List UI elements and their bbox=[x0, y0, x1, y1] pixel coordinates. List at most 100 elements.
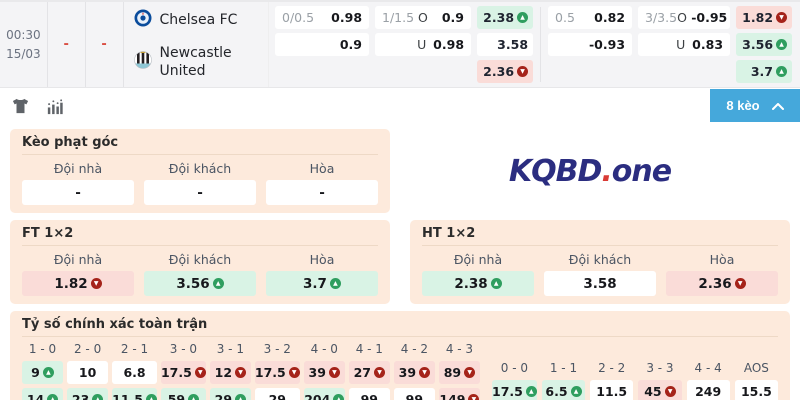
home-team[interactable]: Chelsea FC bbox=[134, 9, 264, 31]
score-column: 4 - 0 39 204 bbox=[303, 342, 345, 400]
keo-count-button[interactable]: 8 kèo bbox=[710, 89, 800, 122]
score-column: 3 - 2 17.5 29 bbox=[254, 342, 300, 400]
trend-arrow-icon bbox=[333, 394, 345, 400]
odds-value: 0.98 bbox=[331, 10, 363, 25]
odds-cell-x12b-2[interactable]: 3.56 bbox=[736, 33, 793, 56]
score-odds-cell[interactable]: 39 bbox=[393, 361, 435, 384]
odds-value: 2.38 bbox=[454, 275, 488, 292]
odds-cell-x12a-2[interactable]: 3.58 bbox=[477, 33, 534, 56]
over-under-column-1: 1/1.5 O 0.9 U 0.98 bbox=[375, 6, 472, 83]
score-odds-cell[interactable]: 11.5 bbox=[590, 380, 634, 400]
header-home: Đội nhà bbox=[453, 252, 503, 267]
stats-chart-icon[interactable] bbox=[44, 96, 64, 116]
score-odds-cell[interactable]: 14 bbox=[22, 388, 64, 400]
score-odds-cell[interactable]: 99 bbox=[348, 388, 390, 400]
odds-cell-hdp2-over[interactable]: 0.5 0.82 bbox=[548, 6, 633, 29]
trend-arrow-icon bbox=[776, 66, 788, 77]
ft-away-odds[interactable]: 3.56 bbox=[144, 271, 256, 296]
score-odds-cell[interactable]: 12 bbox=[209, 361, 251, 384]
away-team[interactable]: Newcastle United bbox=[133, 44, 264, 80]
corner-draw-odds[interactable]: - bbox=[266, 180, 378, 205]
odds-value: - bbox=[319, 184, 325, 201]
corner-away-odds[interactable]: - bbox=[144, 180, 256, 205]
odds-value: 45 bbox=[644, 384, 662, 399]
odds-value: 99 bbox=[405, 392, 424, 400]
score-odds-cell[interactable]: 45 bbox=[638, 380, 682, 400]
score-odds-cell[interactable]: 149 bbox=[438, 388, 480, 400]
goal-line: 3/3.5 bbox=[645, 10, 678, 25]
corner-home-odds[interactable]: - bbox=[22, 180, 134, 205]
score-odds-cell[interactable]: 17.5 bbox=[492, 380, 537, 400]
score-label: 4 - 4 bbox=[694, 361, 722, 375]
odds-cell-x12b-1[interactable]: 1.82 bbox=[736, 6, 793, 29]
score-label: 4 - 3 bbox=[445, 342, 474, 356]
score-odds-cell[interactable]: 29 bbox=[209, 388, 251, 400]
x12-column-ft: 1.82 3.56 3.7 bbox=[736, 6, 793, 83]
score-odds-cell[interactable]: 9 bbox=[22, 361, 64, 384]
odds-cell-x12a-3[interactable]: 2.36 bbox=[477, 60, 534, 83]
odds-value: -0.95 bbox=[691, 10, 728, 25]
ht-draw-odds[interactable]: 2.36 bbox=[666, 271, 778, 296]
trend-arrow-icon bbox=[329, 278, 341, 289]
ht-away-odds[interactable]: 3.58 bbox=[544, 271, 656, 296]
trend-arrow-icon bbox=[47, 394, 59, 400]
trend-arrow-icon bbox=[525, 386, 537, 397]
trend-arrow-icon bbox=[374, 367, 386, 378]
content: Kèo phạt góc Đội nhà Đội khách Hòa - - - bbox=[0, 124, 800, 400]
odds-value: 0.9 bbox=[441, 10, 465, 25]
kqbd-logo: KQBD.one bbox=[509, 153, 672, 189]
score-odds-cell[interactable]: 15.5 bbox=[734, 380, 779, 400]
odds-value: 0.83 bbox=[692, 37, 724, 52]
newcastle-logo-icon bbox=[133, 51, 152, 73]
logo-dot: . bbox=[601, 153, 612, 189]
odds-cell-ou2-over[interactable]: 3/3.5 O -0.95 bbox=[638, 6, 731, 29]
odds-cell-hdp2-under[interactable]: -0.93 bbox=[548, 33, 633, 56]
score-odds-cell[interactable]: 59 bbox=[160, 388, 206, 400]
odds-cell-x12b-3[interactable]: 3.7 bbox=[736, 60, 793, 83]
score-odds-cell[interactable]: 10 bbox=[67, 361, 109, 384]
odds-cell-x12a-1[interactable]: 2.38 bbox=[477, 6, 534, 29]
score-odds-cell[interactable]: 249 bbox=[686, 380, 730, 400]
trend-arrow-icon bbox=[734, 278, 746, 289]
odds-value: 149 bbox=[439, 392, 466, 400]
score-odds-cell[interactable]: 6.8 bbox=[112, 361, 157, 384]
odds-value: 3.58 bbox=[497, 37, 529, 52]
odds-cell-hdp1-over[interactable]: 0/0.5 0.98 bbox=[275, 6, 370, 29]
score-odds-cell[interactable]: 23 bbox=[67, 388, 109, 400]
score-odds-cell[interactable]: 89 bbox=[438, 361, 480, 384]
score-odds-cell[interactable]: 204 bbox=[303, 388, 345, 400]
score-odds-cell[interactable]: 99 bbox=[393, 388, 435, 400]
score-odds-cell[interactable]: 17.5 bbox=[254, 361, 300, 384]
trend-arrow-icon bbox=[517, 12, 529, 23]
odds-cell-ou1-over[interactable]: 1/1.5 O 0.9 bbox=[375, 6, 472, 29]
trend-arrow-icon bbox=[328, 367, 340, 378]
score-odds-cell[interactable]: 39 bbox=[303, 361, 345, 384]
odds-cell-ou2-under[interactable]: U 0.83 bbox=[638, 33, 731, 56]
draw-score-column: 4 - 4 249 bbox=[686, 361, 730, 400]
odds-cell-hdp1-under[interactable]: 0.9 bbox=[275, 33, 370, 56]
corner-section-title: Kèo phạt góc bbox=[22, 135, 378, 155]
ft-draw-odds[interactable]: 3.7 bbox=[266, 271, 378, 296]
score-odds-cell[interactable]: 11.5 bbox=[112, 388, 157, 400]
jersey-icon[interactable] bbox=[10, 96, 30, 116]
odds-cell-ou1-under[interactable]: U 0.98 bbox=[375, 33, 472, 56]
odds-value: 3.56 bbox=[742, 37, 774, 52]
score-odds-cell[interactable]: 29 bbox=[254, 388, 300, 400]
over-label: O bbox=[418, 10, 428, 25]
x12-column-ht: 2.38 3.58 2.36 bbox=[477, 6, 534, 83]
kickoff-date: 15/03 bbox=[6, 46, 41, 61]
chevron-up-icon bbox=[771, 98, 784, 113]
odds-value: 11.5 bbox=[596, 384, 628, 399]
ft-home-odds[interactable]: 1.82 bbox=[22, 271, 134, 296]
empty-cell bbox=[638, 60, 730, 83]
odds-value: 2.36 bbox=[698, 275, 732, 292]
score-label: 4 - 0 bbox=[310, 342, 338, 356]
score-odds-cell[interactable]: 27 bbox=[348, 361, 390, 384]
ht-home-odds[interactable]: 2.38 bbox=[422, 271, 534, 296]
trend-arrow-icon bbox=[188, 394, 200, 400]
score-odds-cell[interactable]: 17.5 bbox=[160, 361, 206, 384]
odds-value: - bbox=[197, 184, 203, 201]
score-label: 2 - 0 bbox=[73, 342, 102, 356]
score-odds-cell[interactable]: 6.5 bbox=[541, 380, 586, 400]
trend-arrow-icon bbox=[468, 394, 480, 400]
